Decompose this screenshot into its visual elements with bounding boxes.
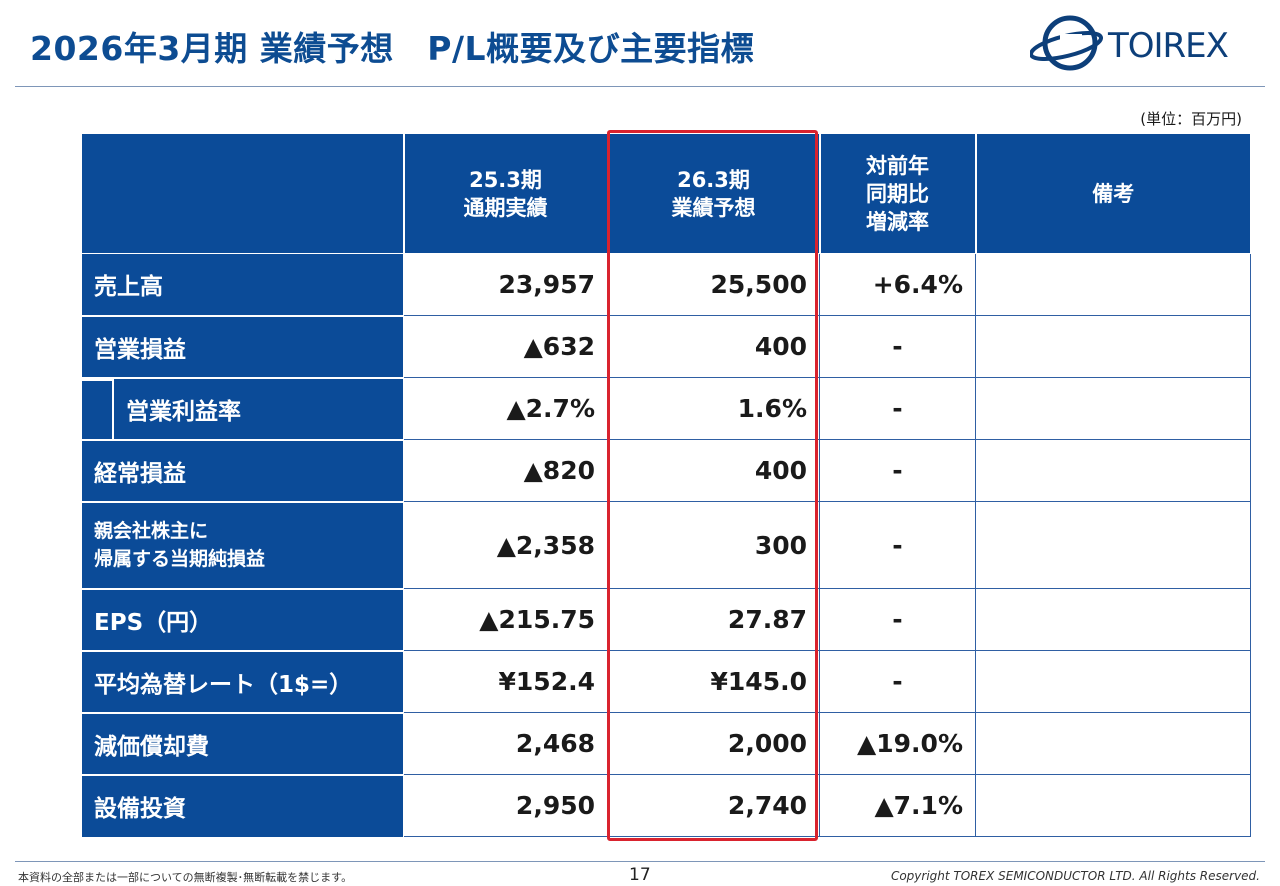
row-label: 売上高 [81,253,404,317]
cell-note [975,650,1251,713]
table-row: 減価償却費 2,468 2,000 ▲19.0% [81,712,1251,776]
unit-label: (単位：百万円) [1140,110,1242,128]
cell-forecast: 400 [607,315,820,378]
cell-yoy: ▲7.1% [819,774,976,837]
row-label: 営業損益 [81,315,404,379]
cell-yoy: - [819,588,976,651]
table-row: 設備投資 2,950 2,740 ▲7.1% [81,774,1251,837]
header-forecast: 26.3期 業績予想 [606,133,820,254]
header-yoy-line2: 同期比 [866,181,929,206]
row-label: 減価償却費 [81,712,404,776]
cell-prev: ▲2.7% [403,377,608,440]
header-yoy-line3: 増減率 [866,209,929,234]
cell-yoy: - [819,377,976,440]
cell-note [975,377,1251,440]
table-row: 売上高 23,957 25,500 +6.4% [81,253,1251,317]
cell-forecast: 400 [607,439,820,502]
row-label-line1: 親会社株主に [94,520,209,542]
header-prev-line2: 通期実績 [463,195,548,220]
page-title: 2026年3月期 業績予想 P/L概要及び主要指標 [30,29,755,68]
cell-prev: 2,468 [403,712,608,775]
header-yoy: 対前年 同期比 増減率 [818,133,976,254]
cell-prev: ¥152.4 [403,650,608,713]
cell-forecast: 2,740 [607,774,820,837]
cell-note [975,253,1251,316]
footer-disclaimer: 本資料の全部または一部についての無断複製･無断転載を禁じます。 [18,871,353,884]
cell-yoy: ▲19.0% [819,712,976,775]
company-logo: TOIREX [1030,12,1245,74]
page-number: 17 [629,865,651,885]
header-yoy-line1: 対前年 [866,153,929,178]
cell-forecast: ¥145.0 [607,650,820,713]
header-blank [81,133,404,254]
row-label-indented: 営業利益率 [81,377,404,441]
cell-prev: ▲215.75 [403,588,608,651]
cell-note [975,712,1251,775]
table-row: EPS（円） ▲215.75 27.87 - [81,588,1251,652]
header-prev-line1: 25.3期 [469,167,542,192]
cell-note [975,315,1251,378]
cell-note [975,439,1251,502]
pl-summary-table: 25.3期 通期実績 26.3期 業績予想 対前年 同期比 増減率 備考 売上高… [81,133,1251,837]
indent-marker [82,378,114,439]
row-label-multiline: 親会社株主に 帰属する当期純損益 [81,501,404,590]
cell-note [975,588,1251,651]
table-row: 平均為替レート（1$=） ¥152.4 ¥145.0 - [81,650,1251,714]
torex-orbit-logo-icon [1030,15,1104,71]
table-row: 経常損益 ▲820 400 - [81,439,1251,503]
cell-yoy: - [819,315,976,378]
cell-prev: 23,957 [403,253,608,316]
table-row: 営業利益率 ▲2.7% 1.6% - [81,377,1251,441]
table-row: 営業損益 ▲632 400 - [81,315,1251,379]
row-label-line2: 帰属する当期純損益 [94,548,266,570]
cell-yoy: +6.4% [819,253,976,316]
footer-divider [15,861,1265,862]
header-divider [15,86,1265,87]
header-fcst-line1: 26.3期 [677,167,750,192]
cell-yoy: - [819,650,976,713]
row-label: 平均為替レート（1$=） [81,650,404,714]
cell-note [975,774,1251,837]
cell-prev: ▲632 [403,315,608,378]
header-prev-actual: 25.3期 通期実績 [402,133,608,254]
cell-forecast: 300 [607,501,820,589]
header-fcst-line2: 業績予想 [671,195,756,220]
footer-copyright: Copyright TOREX SEMICONDUCTOR LTD. All R… [890,869,1260,883]
cell-forecast: 2,000 [607,712,820,775]
row-label-text: 営業利益率 [126,398,241,425]
row-label: 設備投資 [81,774,404,837]
cell-prev: ▲2,358 [403,501,608,589]
cell-prev: 2,950 [403,774,608,837]
table-row: 親会社株主に 帰属する当期純損益 ▲2,358 300 - [81,501,1251,590]
row-label: EPS（円） [81,588,404,652]
cell-prev: ▲820 [403,439,608,502]
cell-note [975,501,1251,589]
cell-forecast: 27.87 [607,588,820,651]
cell-forecast: 1.6% [607,377,820,440]
cell-yoy: - [819,501,976,589]
cell-forecast: 25,500 [607,253,820,316]
cell-yoy: - [819,439,976,502]
header-notes: 備考 [974,133,1251,254]
logo-wordmark: TOIREX [1108,26,1229,66]
row-label: 経常損益 [81,439,404,503]
